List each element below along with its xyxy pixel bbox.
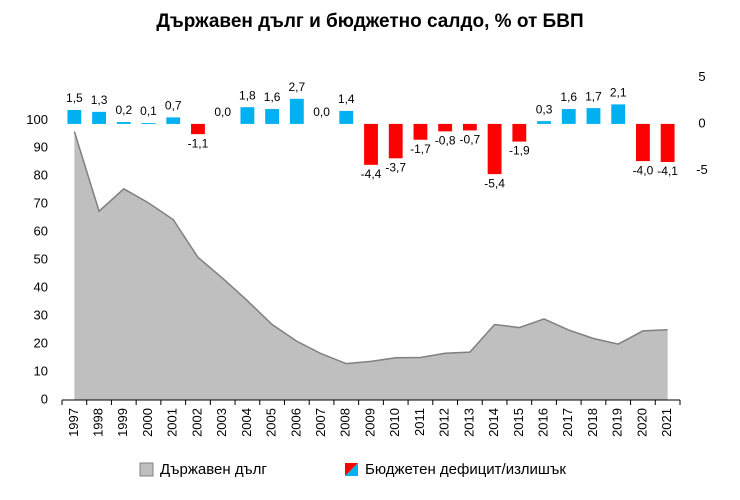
- bar: [92, 111, 107, 124]
- value-label: 1,8: [239, 88, 256, 102]
- x-tick-label: 2005: [264, 408, 279, 437]
- x-tick-label: 2000: [140, 408, 155, 437]
- debt-area: [74, 131, 668, 400]
- bar: [166, 117, 181, 124]
- bar: [561, 109, 576, 124]
- legend-swatch: [139, 462, 154, 477]
- x-tick-label: 2003: [214, 408, 229, 437]
- bar: [388, 123, 403, 159]
- bar: [635, 123, 650, 162]
- x-tick-label: 2004: [239, 408, 254, 437]
- value-label: 0,0: [214, 105, 231, 119]
- y2-tick-label: 0: [698, 115, 705, 130]
- x-tick-label: 1998: [91, 408, 106, 437]
- bar: [586, 108, 601, 124]
- value-label: 2,7: [288, 80, 305, 94]
- y-tick-label: 60: [34, 224, 48, 239]
- legend-label: Бюджетен дефицит/излишък: [365, 461, 566, 478]
- value-label: -0,7: [460, 133, 481, 147]
- y-tick-label: 30: [34, 308, 48, 323]
- bar: [265, 109, 280, 124]
- x-tick-label: 1997: [66, 408, 81, 437]
- value-label: 0,1: [140, 104, 157, 118]
- y-tick-label: 100: [26, 112, 48, 127]
- bar: [240, 107, 255, 124]
- bar: [364, 123, 378, 165]
- bar: [487, 123, 502, 175]
- x-tick-label: 2019: [610, 408, 625, 437]
- bar: [67, 109, 82, 124]
- x-tick-label: 2015: [511, 408, 526, 437]
- bar: [141, 122, 156, 124]
- bar: [191, 123, 205, 135]
- value-label: -1,9: [509, 144, 530, 158]
- y2-tick-label: -5: [696, 162, 708, 177]
- value-label: -3,7: [385, 160, 406, 174]
- x-tick-label: 2021: [659, 408, 674, 437]
- y-tick-label: 90: [34, 140, 48, 155]
- value-label: 2,1: [610, 86, 627, 100]
- y-tick-label: 10: [34, 363, 48, 378]
- x-tick-label: 2016: [535, 408, 550, 437]
- bar: [289, 98, 304, 124]
- bar: [537, 121, 551, 124]
- y-tick-label: 40: [34, 280, 48, 295]
- legend-swatch: [345, 463, 358, 476]
- x-tick-label: 2002: [189, 408, 204, 437]
- x-tick-label: 2013: [461, 408, 476, 437]
- y2-tick-label: 5: [698, 69, 705, 84]
- value-label: 0,7: [165, 99, 182, 113]
- value-label: 1,4: [338, 92, 355, 106]
- bar: [339, 110, 354, 124]
- value-label: 0,2: [115, 103, 132, 117]
- y-tick-label: 50: [34, 252, 48, 267]
- x-tick-label: 2020: [634, 408, 649, 437]
- value-label: -4,1: [657, 164, 678, 178]
- x-tick-label: 2009: [362, 408, 377, 437]
- value-label: 1,5: [66, 91, 83, 105]
- value-label: 1,7: [585, 89, 602, 103]
- value-label: -5,4: [484, 176, 505, 190]
- x-tick-label: 1999: [115, 408, 130, 437]
- value-label: -0,8: [435, 134, 456, 148]
- x-tick-label: 2007: [313, 408, 328, 437]
- bar: [512, 123, 527, 142]
- bar: [611, 104, 626, 124]
- value-label: -4,4: [361, 167, 382, 181]
- y-tick-label: 20: [34, 336, 48, 351]
- value-label: 1,6: [264, 90, 281, 104]
- y-tick-label: 70: [34, 196, 48, 211]
- x-tick-label: 2008: [338, 408, 353, 437]
- value-label: 0,3: [536, 102, 553, 116]
- debt-line: [73, 131, 668, 365]
- x-tick-label: 2011: [412, 408, 427, 436]
- value-label: -1,1: [188, 136, 209, 150]
- value-label: 0,0: [313, 105, 330, 119]
- x-tick-label: 2014: [486, 408, 501, 437]
- x-tick-label: 2001: [165, 408, 180, 437]
- value-label: -1,7: [410, 142, 431, 156]
- x-tick-label: 2010: [387, 408, 402, 437]
- legend-label: Държавен дълг: [160, 461, 267, 478]
- bar: [462, 123, 477, 131]
- bar: [660, 123, 675, 163]
- y-tick-label: 0: [41, 391, 48, 406]
- bar: [413, 123, 428, 140]
- x-tick-label: 2018: [585, 408, 600, 437]
- y-tick-label: 80: [34, 168, 48, 183]
- value-label: 1,3: [91, 93, 108, 107]
- value-label: -4,0: [633, 163, 654, 177]
- bar: [116, 122, 131, 124]
- value-label: 1,6: [560, 90, 577, 104]
- x-tick-label: 2017: [560, 408, 575, 437]
- x-tick-label: 2012: [437, 408, 452, 437]
- x-tick-label: 2006: [288, 408, 303, 437]
- bar: [438, 123, 453, 132]
- chart-title: Държавен дълг и бюджетно салдо, % от БВП: [156, 11, 583, 32]
